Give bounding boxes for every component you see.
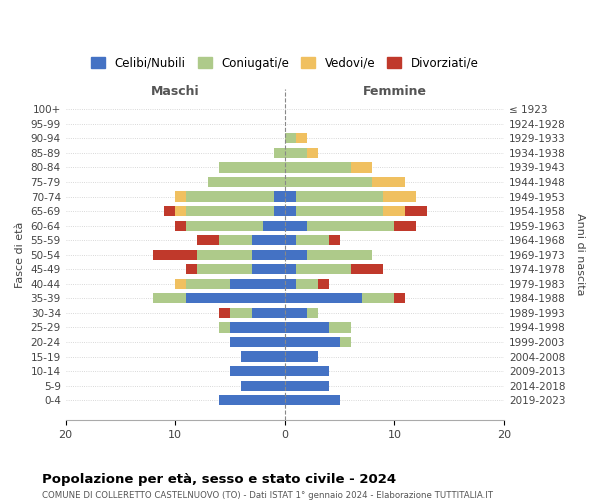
Bar <box>285 322 329 332</box>
Y-axis label: Anni di nascita: Anni di nascita <box>575 214 585 296</box>
Bar <box>285 134 296 143</box>
Bar <box>362 293 394 304</box>
Bar <box>383 206 406 216</box>
Text: Popolazione per età, sesso e stato civile - 2024: Popolazione per età, sesso e stato civil… <box>42 472 396 486</box>
Legend: Celibi/Nubili, Coniugati/e, Vedovi/e, Divorziati/e: Celibi/Nubili, Coniugati/e, Vedovi/e, Di… <box>86 52 483 74</box>
Bar <box>197 264 252 274</box>
Bar <box>154 293 186 304</box>
Bar <box>241 352 285 362</box>
Bar <box>219 235 252 246</box>
Bar <box>241 380 285 390</box>
Bar <box>285 162 350 172</box>
Bar <box>296 192 383 202</box>
Bar <box>186 220 263 230</box>
Bar <box>219 162 285 172</box>
Bar <box>307 220 394 230</box>
Bar <box>285 395 340 405</box>
Bar <box>274 148 285 158</box>
Bar <box>208 177 285 187</box>
Bar <box>186 278 230 289</box>
Y-axis label: Fasce di età: Fasce di età <box>15 222 25 288</box>
Bar <box>285 148 307 158</box>
Bar <box>186 206 274 216</box>
Bar <box>274 206 285 216</box>
Bar <box>285 337 340 347</box>
Bar <box>296 235 329 246</box>
Bar <box>175 220 186 230</box>
Bar <box>394 293 406 304</box>
Bar <box>285 250 307 260</box>
Bar <box>175 192 186 202</box>
Bar <box>285 177 373 187</box>
Bar <box>285 352 317 362</box>
Bar <box>175 206 186 216</box>
Bar <box>285 235 296 246</box>
Bar <box>219 308 230 318</box>
Text: Maschi: Maschi <box>151 84 200 98</box>
Bar <box>296 264 350 274</box>
Bar <box>285 220 307 230</box>
Text: Femmine: Femmine <box>362 84 427 98</box>
Bar <box>252 250 285 260</box>
Bar <box>186 192 274 202</box>
Bar <box>252 235 285 246</box>
Bar <box>186 293 285 304</box>
Bar <box>285 366 329 376</box>
Bar <box>285 264 296 274</box>
Bar <box>274 192 285 202</box>
Bar <box>252 264 285 274</box>
Bar <box>350 264 383 274</box>
Bar <box>329 322 350 332</box>
Bar <box>406 206 427 216</box>
Bar <box>252 308 285 318</box>
Bar <box>219 322 230 332</box>
Bar <box>285 206 296 216</box>
Bar <box>394 220 416 230</box>
Bar <box>307 308 317 318</box>
Bar <box>285 278 296 289</box>
Bar <box>383 192 416 202</box>
Bar <box>175 278 186 289</box>
Bar <box>154 250 197 260</box>
Bar <box>285 293 362 304</box>
Bar <box>263 220 285 230</box>
Bar <box>197 235 219 246</box>
Bar <box>230 308 252 318</box>
Bar <box>285 192 296 202</box>
Bar <box>340 337 350 347</box>
Bar <box>296 206 383 216</box>
Bar <box>329 235 340 246</box>
Bar <box>230 322 285 332</box>
Bar <box>230 278 285 289</box>
Text: COMUNE DI COLLERETTO CASTELNUOVO (TO) - Dati ISTAT 1° gennaio 2024 - Elaborazion: COMUNE DI COLLERETTO CASTELNUOVO (TO) - … <box>42 491 493 500</box>
Bar <box>296 278 317 289</box>
Bar <box>230 337 285 347</box>
Bar <box>285 380 329 390</box>
Bar <box>373 177 406 187</box>
Bar <box>307 250 373 260</box>
Bar <box>296 134 307 143</box>
Bar <box>307 148 317 158</box>
Bar <box>317 278 329 289</box>
Bar <box>285 308 307 318</box>
Bar <box>164 206 175 216</box>
Bar <box>197 250 252 260</box>
Bar <box>186 264 197 274</box>
Bar <box>219 395 285 405</box>
Bar <box>350 162 373 172</box>
Bar <box>230 366 285 376</box>
